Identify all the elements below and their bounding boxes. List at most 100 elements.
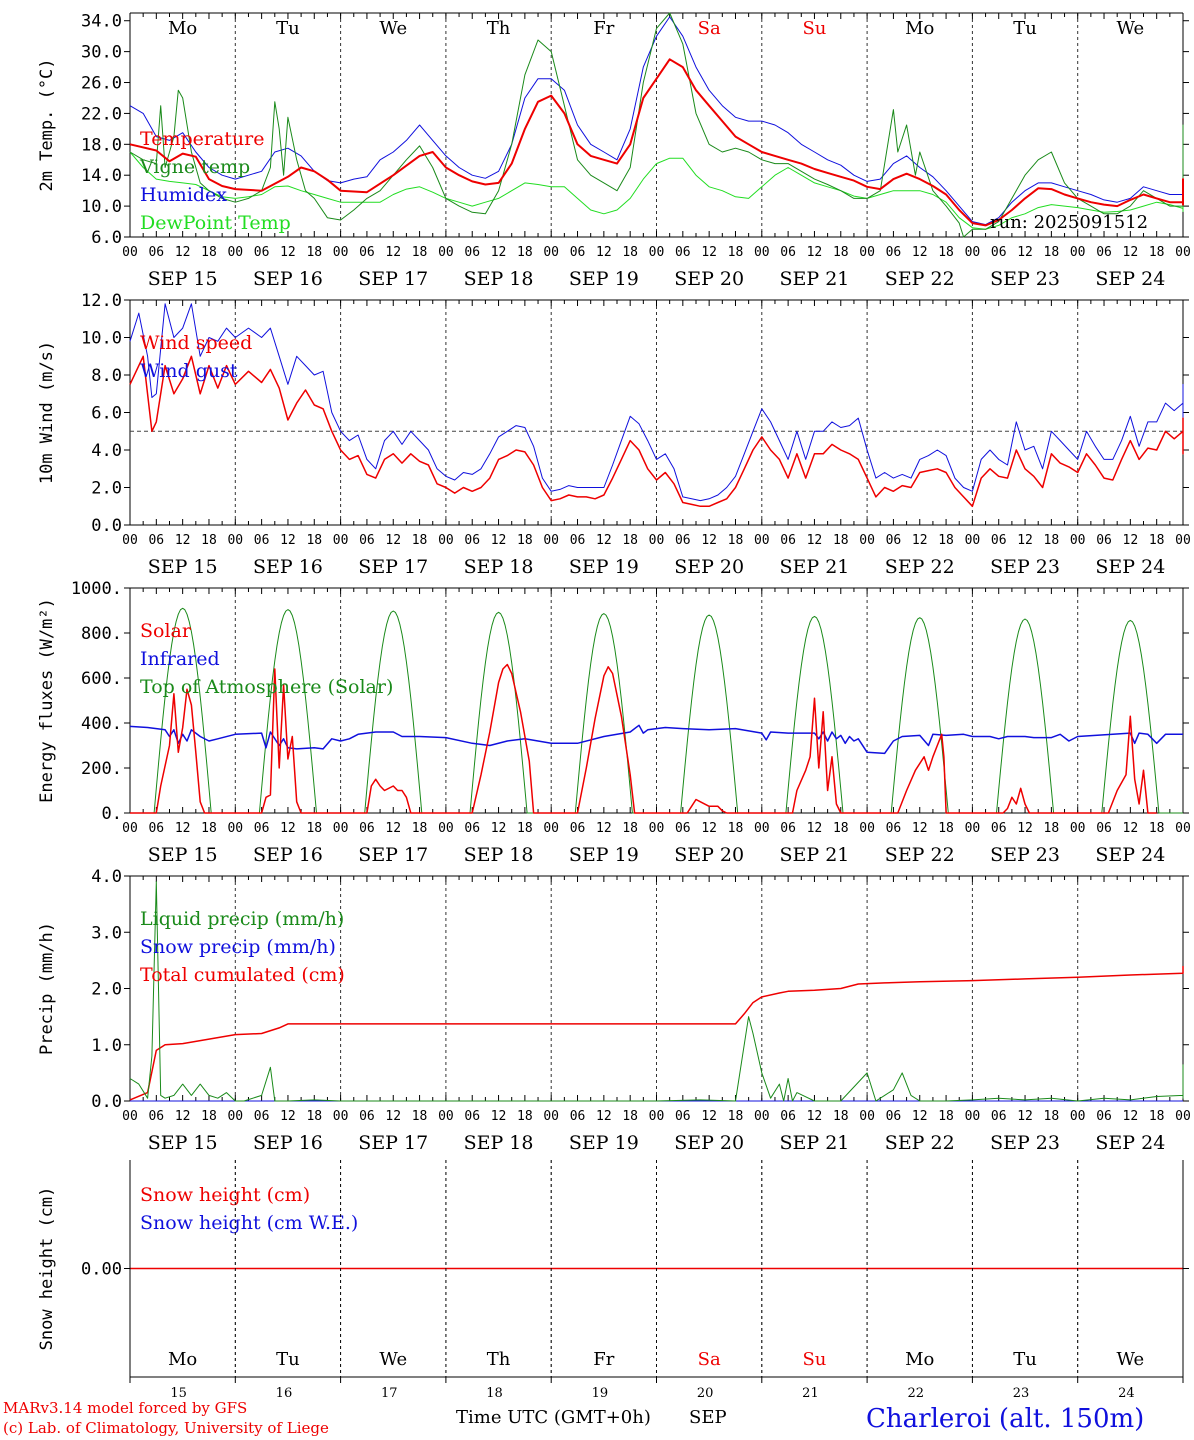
date-label: SEP 21 <box>780 1132 850 1154</box>
hour-tick-label: 12 <box>280 245 296 260</box>
hour-tick-label: 12 <box>491 1109 507 1124</box>
hour-tick-label: 12 <box>175 533 191 548</box>
hour-tick-label: 12 <box>491 533 507 548</box>
hour-tick-label: 06 <box>570 1109 586 1124</box>
y-tick-label: 26.0 <box>81 74 122 94</box>
y-axis-label: Precip (mm/h) <box>37 922 57 1055</box>
y-tick-label: 30.0 <box>81 43 122 63</box>
legend-entry: Total cumulated (cm) <box>140 964 345 986</box>
date-label: SEP 22 <box>885 1132 955 1154</box>
series-line-total-cumulated-cm- <box>129 966 1184 1101</box>
hour-tick-label: 06 <box>148 533 164 548</box>
hour-tick-label: 00 <box>754 1109 770 1124</box>
y-tick-label: 2.0 <box>91 479 122 499</box>
hour-tick-label: 18 <box>728 533 744 548</box>
hour-tick-label: 18 <box>517 533 533 548</box>
hour-tick-label: 12 <box>596 533 612 548</box>
hour-tick-label: 06 <box>780 533 796 548</box>
hour-tick-label: 00 <box>965 533 981 548</box>
hour-tick-label: 06 <box>359 533 375 548</box>
time-axis-label: Time UTC (GMT+0h) <box>456 1407 651 1428</box>
hour-tick-label: 18 <box>1149 1109 1165 1124</box>
y-tick-label: 10.0 <box>81 329 122 349</box>
weekday-label: Tu <box>1013 18 1037 39</box>
hour-tick-label: 18 <box>517 245 533 260</box>
legend-entry: Snow precip (mm/h) <box>140 936 336 958</box>
hour-tick-label: 18 <box>517 1109 533 1124</box>
date-label: SEP 23 <box>990 1132 1060 1154</box>
hour-tick-label: 18 <box>1149 245 1165 260</box>
y-tick-label: 4.0 <box>91 441 122 461</box>
date-label: SEP 21 <box>780 844 850 866</box>
weekday-label-bottom: Tu <box>1013 1349 1037 1370</box>
hour-tick-label: 18 <box>728 821 744 836</box>
hour-tick-label: 00 <box>1175 245 1191 260</box>
weekday-label-bottom: Fr <box>593 1349 614 1370</box>
hour-tick-label: 18 <box>412 533 428 548</box>
hour-tick-label: 00 <box>649 1109 665 1124</box>
date-label: SEP 20 <box>674 556 744 578</box>
hour-tick-label: 18 <box>517 821 533 836</box>
weekday-label: Th <box>487 18 511 39</box>
hour-tick-label: 06 <box>570 245 586 260</box>
hour-tick-label: 00 <box>965 821 981 836</box>
run-annotation: run: 2025091512 <box>990 212 1148 233</box>
hour-tick-label: 06 <box>148 821 164 836</box>
series-line-solar <box>130 663 1157 814</box>
hour-tick-label: 06 <box>254 1109 270 1124</box>
weekday-label: Su <box>802 18 826 39</box>
series-line-vigne-temp <box>129 12 1184 238</box>
y-tick-label: 2.0 <box>91 980 122 1000</box>
hour-tick-label: 12 <box>385 1109 401 1124</box>
weekday-label-bottom: We <box>379 1349 407 1370</box>
date-label: SEP 24 <box>1095 268 1165 290</box>
hour-tick-label: 18 <box>833 245 849 260</box>
hour-tick-label: 12 <box>491 821 507 836</box>
legend-entry: Solar <box>140 620 192 642</box>
hour-tick-label: 18 <box>1044 821 1060 836</box>
weekday-label-bottom: Tu <box>276 1349 300 1370</box>
date-label: SEP 17 <box>358 556 428 578</box>
hour-tick-label: 06 <box>780 821 796 836</box>
hour-tick-label: 06 <box>886 1109 902 1124</box>
hour-tick-label: 12 <box>1017 821 1033 836</box>
hour-tick-label: 06 <box>254 821 270 836</box>
hour-tick-label: 12 <box>175 1109 191 1124</box>
date-label: SEP 23 <box>990 268 1060 290</box>
hour-tick-label: 06 <box>780 245 796 260</box>
hour-tick-label: 06 <box>675 245 691 260</box>
hour-tick-label: 18 <box>938 245 954 260</box>
hour-tick-label: 00 <box>649 821 665 836</box>
hour-tick-label: 00 <box>438 533 454 548</box>
y-tick-label: 200. <box>81 759 122 779</box>
hour-tick-label: 00 <box>543 821 559 836</box>
y-tick-label: 400. <box>81 714 122 734</box>
date-label: SEP 18 <box>464 844 534 866</box>
hour-tick-label: 18 <box>306 821 322 836</box>
hour-tick-label: 12 <box>385 245 401 260</box>
hour-tick-label: 12 <box>701 245 717 260</box>
hour-tick-label: 00 <box>438 821 454 836</box>
hour-tick-label: 18 <box>1044 1109 1060 1124</box>
hour-tick-label: 18 <box>306 1109 322 1124</box>
hour-tick-label: 18 <box>622 1109 638 1124</box>
date-label: SEP 22 <box>885 844 955 866</box>
date-label: SEP 15 <box>148 1132 218 1154</box>
hour-tick-label: 00 <box>227 1109 243 1124</box>
hour-tick-label: 06 <box>464 533 480 548</box>
y-tick-label: 800. <box>81 624 122 644</box>
hour-tick-label: 00 <box>227 245 243 260</box>
day-number-label: 22 <box>907 1386 924 1401</box>
hour-tick-label: 06 <box>886 821 902 836</box>
hour-tick-label: 18 <box>201 1109 217 1124</box>
hour-tick-label: 18 <box>728 245 744 260</box>
hour-tick-label: 18 <box>938 1109 954 1124</box>
hour-tick-label: 06 <box>780 1109 796 1124</box>
date-label: SEP 16 <box>253 268 323 290</box>
series-line-infrared <box>129 724 1183 755</box>
weekday-label-bottom: Sa <box>698 1349 721 1370</box>
hour-tick-label: 12 <box>385 821 401 836</box>
hour-tick-label: 06 <box>464 821 480 836</box>
y-tick-label: 1000. <box>71 579 122 599</box>
y-tick-label: 0.0 <box>91 1092 122 1112</box>
